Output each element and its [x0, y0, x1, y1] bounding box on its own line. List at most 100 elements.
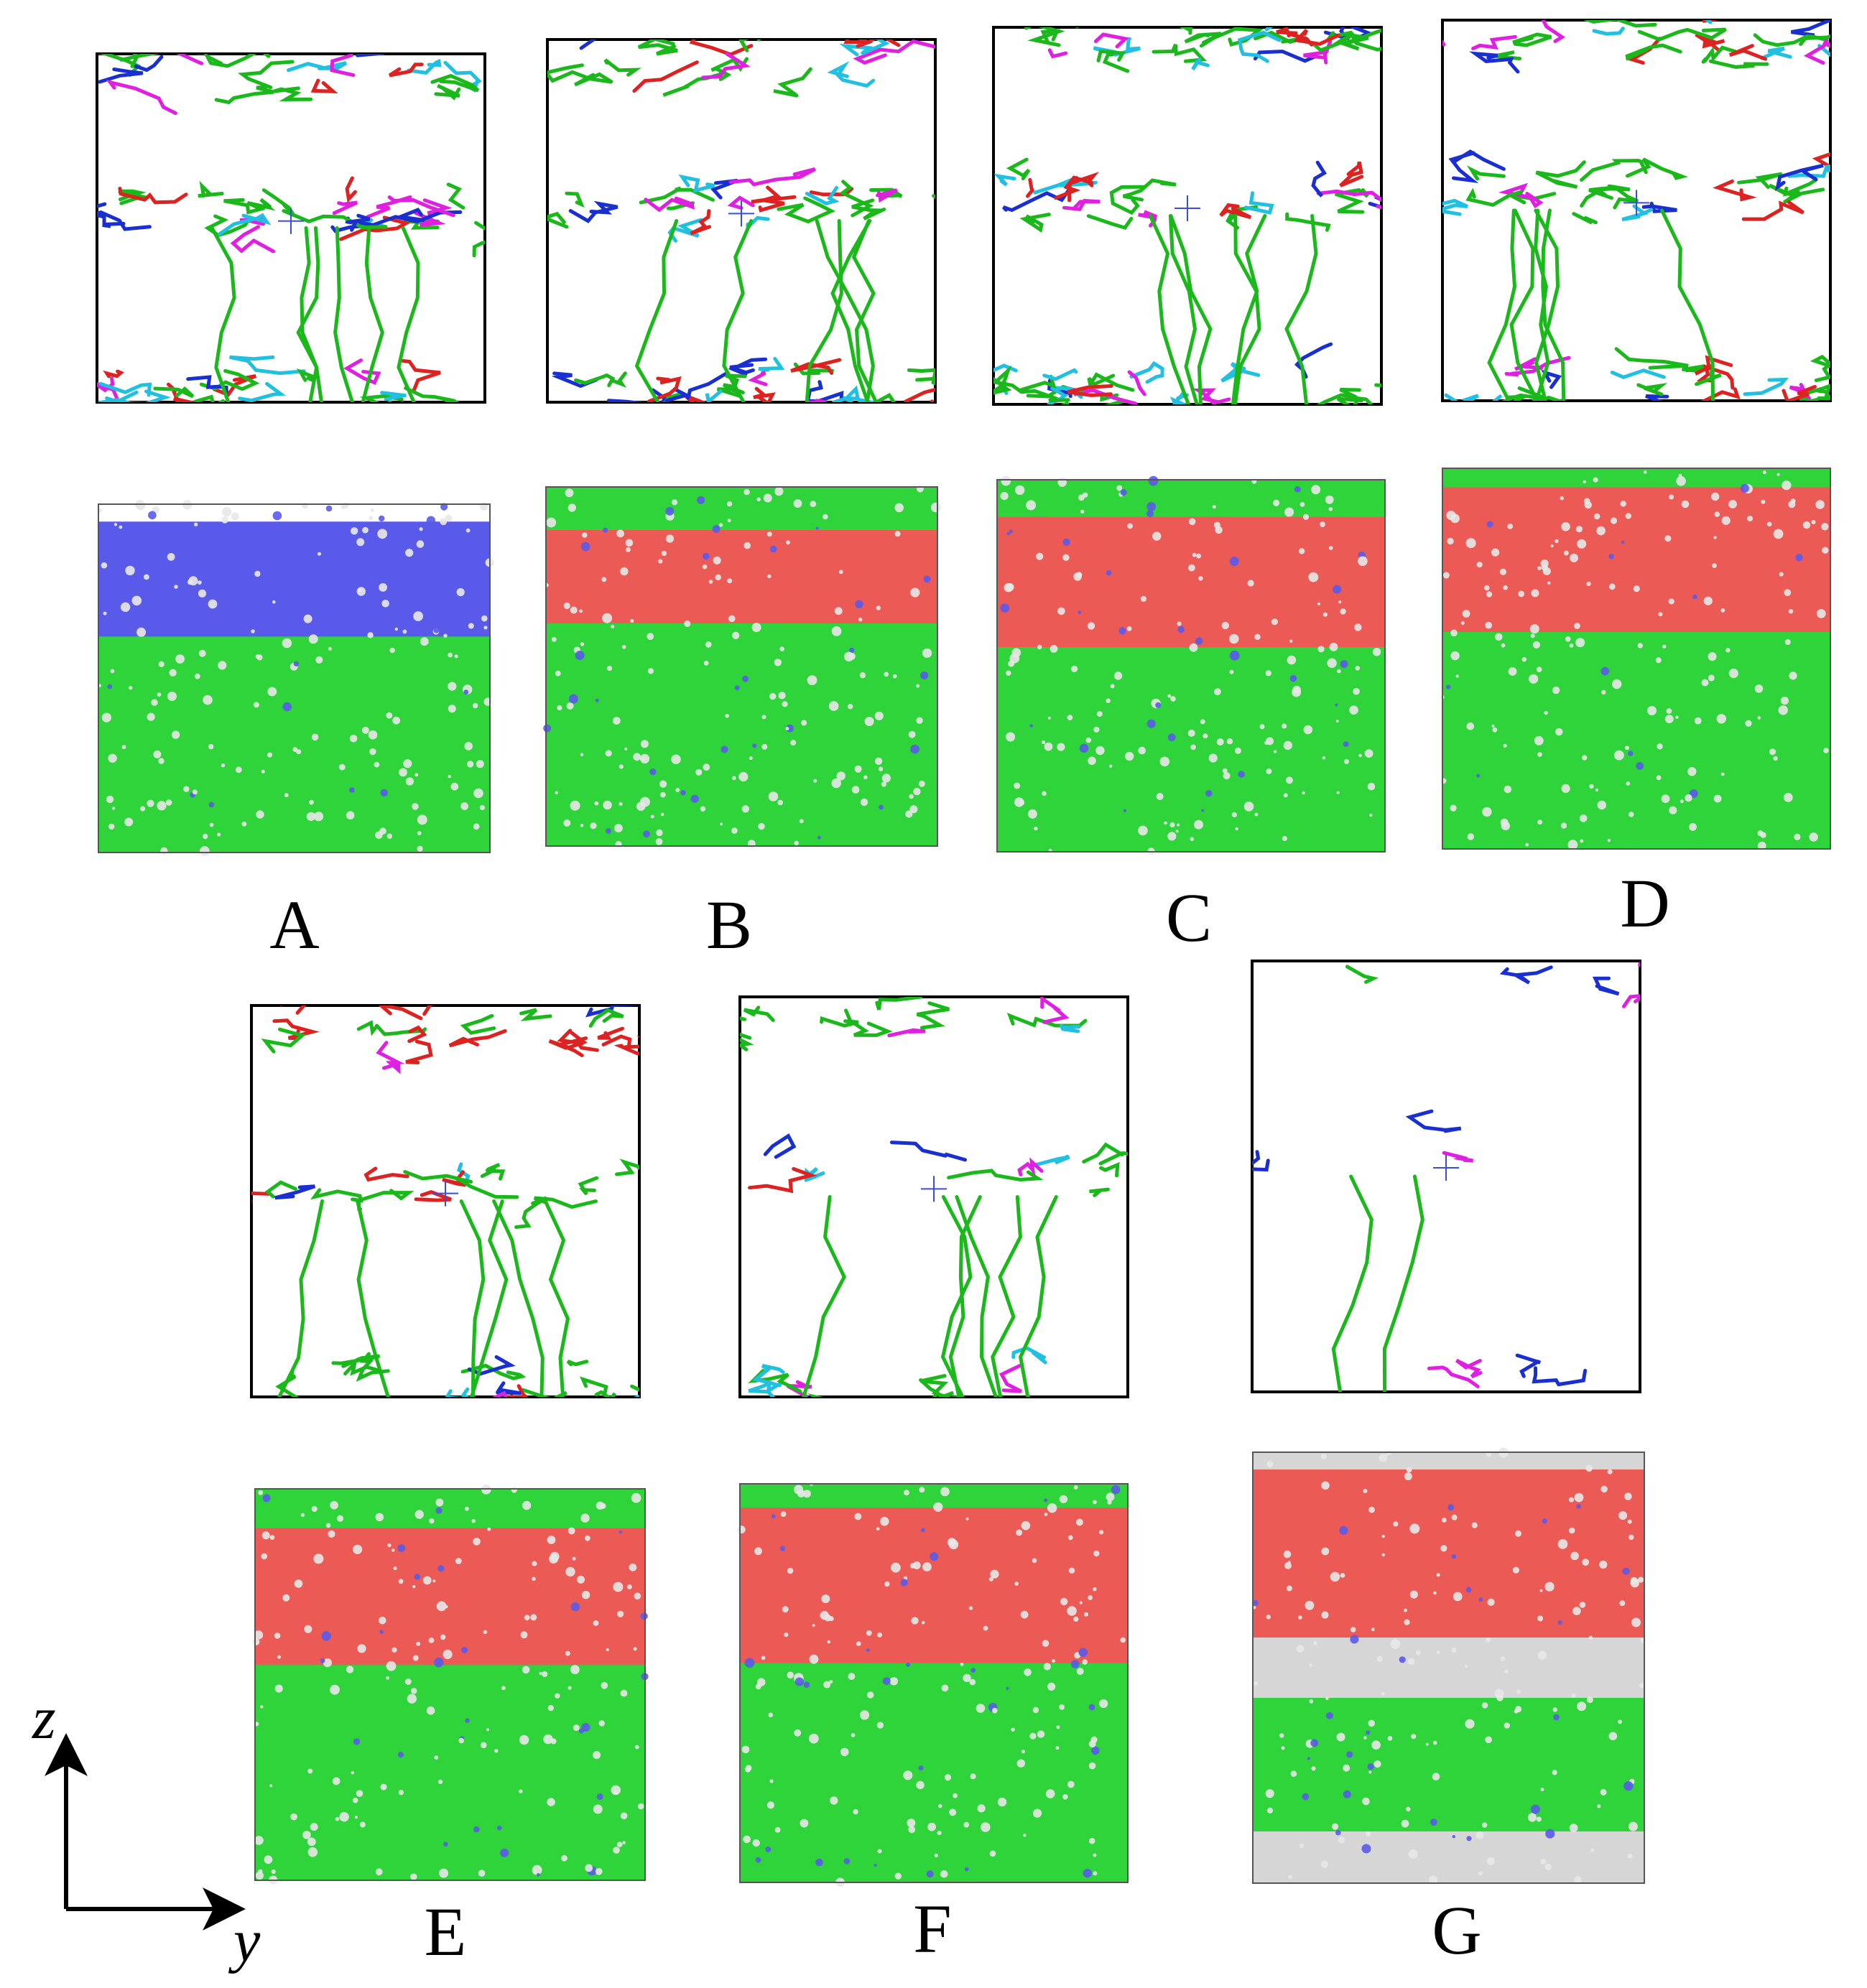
atom-speckle: [572, 1556, 576, 1561]
dislocation-line: [1316, 387, 1361, 404]
dislocation-line: [1099, 1161, 1120, 1178]
dislocation-line: [1002, 188, 1070, 213]
atom-speckle: [794, 1729, 802, 1737]
atom-speckle: [208, 743, 214, 750]
atom-speckle: [630, 618, 634, 623]
atom-speckle: [325, 505, 333, 512]
dislocation-line: [1594, 185, 1639, 210]
atom-speckle: [1588, 1635, 1593, 1640]
atom-speckle: [198, 580, 202, 585]
atom-speckle: [1720, 608, 1725, 613]
atom-speckle: [1042, 791, 1047, 796]
atom-speckle: [1292, 685, 1301, 695]
dislocation-line: [204, 54, 271, 68]
atomic-structure-panel-b: [543, 485, 941, 848]
atom-speckle: [827, 1640, 831, 1644]
atom-speckle: [1596, 526, 1606, 536]
atom-speckle: [575, 651, 585, 660]
atom-speckle: [1618, 1719, 1623, 1724]
dislocation-line: [1816, 384, 1830, 401]
atom-speckle: [159, 547, 165, 553]
atom-speckle: [1560, 496, 1564, 501]
atom-speckle: [1085, 737, 1092, 743]
atom-speckle: [147, 799, 154, 807]
atom-speckle: [1231, 812, 1237, 817]
dislocation-line: [1152, 43, 1207, 63]
atom-speckle: [1093, 1853, 1097, 1857]
atom-speckle: [573, 1724, 580, 1732]
atom-speckle: [1464, 1665, 1468, 1668]
dislocation-line: [445, 1387, 471, 1397]
dislocation-line: [710, 57, 749, 81]
atom-speckle: [380, 1783, 387, 1790]
dislocation-line: [98, 68, 144, 84]
atom-speckle: [532, 1561, 537, 1566]
atom-speckle: [458, 1737, 464, 1744]
atom-speckle: [450, 782, 459, 791]
atom-speckle: [1028, 809, 1037, 819]
atom-speckle: [614, 824, 623, 832]
atom-speckle: [1067, 1535, 1073, 1541]
atom-speckle: [617, 1610, 624, 1617]
atom-speckle: [565, 488, 574, 498]
dislocation-line: [689, 40, 754, 57]
dislocation-line: [397, 226, 420, 402]
atom-speckle: [620, 1812, 628, 1820]
atom-speckle: [369, 748, 376, 756]
atom-speckle: [1666, 708, 1672, 714]
atom-speckle: [1079, 743, 1089, 753]
atom-speckle: [1362, 1797, 1370, 1806]
atom-speckle: [1575, 526, 1583, 533]
atom-speckle: [422, 1576, 432, 1585]
dislocation-line: [807, 1393, 824, 1397]
atom-speckle: [741, 805, 750, 813]
atomic-structure-panel-e: [252, 1484, 649, 1885]
dislocation-line: [993, 380, 1070, 403]
atom-speckle: [1047, 1682, 1056, 1691]
atom-speckle: [307, 1847, 318, 1857]
atom-speckle: [456, 587, 465, 597]
atomic-frame: [1252, 1451, 1645, 1884]
atom-speckle: [532, 1870, 537, 1875]
atom-speckle: [1608, 1732, 1618, 1741]
atom-speckle: [501, 1686, 506, 1691]
atom-speckle: [631, 1492, 641, 1503]
dislocation-line: [1067, 172, 1099, 203]
atom-speckle: [1607, 1469, 1613, 1474]
atom-speckle: [362, 526, 369, 534]
atom-speckle: [1113, 672, 1123, 680]
atom-speckle: [1560, 822, 1567, 829]
atom-speckle: [918, 1765, 924, 1771]
dislocation-line: [1782, 385, 1817, 401]
atom-speckle: [1015, 485, 1025, 496]
atom-speckle: [620, 1689, 628, 1697]
atom-speckle: [565, 1650, 570, 1656]
atom-speckle: [1540, 1859, 1547, 1865]
atom-speckle: [1639, 1683, 1644, 1689]
atom-speckle: [473, 1826, 480, 1833]
atom-speckle: [274, 1684, 283, 1693]
atom-speckle: [1011, 1727, 1015, 1732]
dislocation-line: [1626, 157, 1688, 180]
atom-speckle: [110, 669, 115, 674]
dislocation-line: [1817, 44, 1830, 57]
dislocation-line: [930, 399, 934, 402]
atom-speckle: [1286, 1585, 1292, 1592]
atom-speckle: [1252, 1599, 1259, 1606]
atom-speckle: [537, 1873, 540, 1877]
atom-speckle: [320, 1658, 325, 1663]
atom-speckle: [1203, 733, 1208, 739]
atom-speckle: [195, 543, 205, 552]
atom-speckle: [726, 501, 733, 507]
atom-speckle: [198, 589, 207, 598]
atom-speckle: [1322, 756, 1326, 760]
atom-speckle: [461, 1647, 468, 1653]
atom-speckle: [381, 600, 389, 608]
atom-speckle: [580, 1513, 590, 1523]
atom-speckle: [758, 822, 765, 830]
atomic-structure-panel-g: [1252, 1447, 1646, 1885]
atom-speckle: [147, 712, 155, 721]
atom-speckle: [1254, 812, 1259, 817]
atom-speckle: [1247, 580, 1254, 587]
dislocation-line: [460, 1363, 527, 1380]
